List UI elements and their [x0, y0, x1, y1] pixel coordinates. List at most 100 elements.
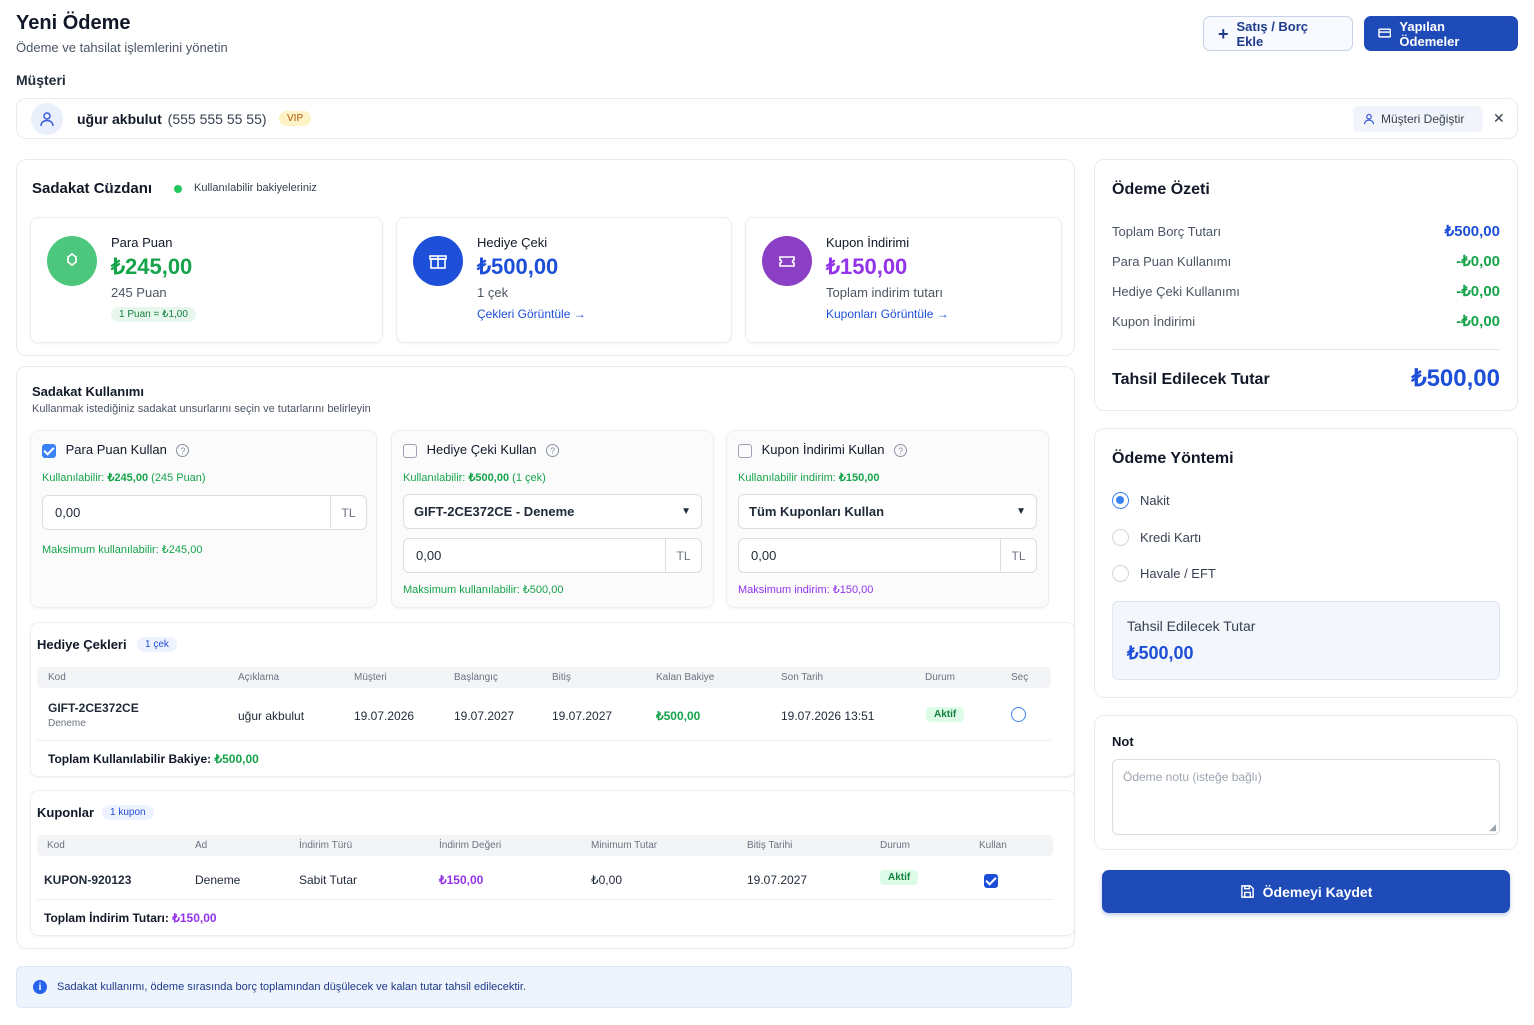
- radio-label[interactable]: Nakit: [1140, 493, 1170, 508]
- add-sale-label: Satış / Borç Ekle: [1236, 18, 1309, 49]
- gift-select[interactable]: GIFT-2CE372CE - Deneme ▼: [403, 494, 702, 529]
- loyalty-usage-card: Sadakat Kullanımı Kullanmak istediğiniz …: [16, 366, 1075, 949]
- gift-start: 19.07.2026: [354, 709, 415, 723]
- coupon-code: KUPON-920123: [44, 873, 132, 887]
- coupon-available-value: ₺150,00: [838, 472, 880, 484]
- summary-row-label: Toplam Borç Tutarı: [1112, 224, 1222, 239]
- usage-title: Sadakat Kullanımı: [32, 384, 144, 399]
- amount-due-label: Tahsil Edilecek Tutar: [1127, 618, 1256, 634]
- gift-end: 19.07.2027: [552, 709, 613, 723]
- summary-title: Ödeme Özeti: [1112, 181, 1210, 198]
- note-card: Not Ödeme notu (isteğe bağlı) ◢: [1094, 715, 1518, 850]
- summary-row-value: -₺0,00: [1456, 283, 1500, 300]
- coupon-count-badge: 1 kupon: [102, 805, 154, 820]
- change-customer-label: Müşteri Değiştir: [1381, 112, 1465, 126]
- resize-handle-icon[interactable]: ◢: [1489, 822, 1496, 832]
- save-icon: [1240, 885, 1254, 898]
- help-icon[interactable]: ?: [546, 444, 560, 458]
- save-payment-label: Ödemeyi Kaydet: [1262, 883, 1373, 900]
- piggy-icon: [47, 236, 97, 286]
- coupon-checkbox[interactable]: [738, 443, 752, 458]
- add-sale-button[interactable]: + Satış / Borç Ekle: [1203, 16, 1353, 51]
- points-max-text: Maksimum kullanılabilir: ₺245,00: [42, 544, 203, 556]
- payments-button[interactable]: Yapılan Ödemeler: [1364, 16, 1518, 51]
- customer-section-label: Müşteri: [16, 72, 66, 88]
- help-icon[interactable]: ?: [894, 444, 908, 458]
- coupon-amount-input[interactable]: 0,00 TL: [738, 538, 1037, 573]
- table-header: [37, 835, 1053, 856]
- summary-row-value: ₺500,00: [1444, 223, 1500, 240]
- coupon-max-text: Maksimum indirim: ₺150,00: [738, 584, 874, 596]
- payment-method-title: Ödeme Yöntemi: [1112, 450, 1234, 467]
- radio-label[interactable]: Havale / EFT: [1140, 566, 1216, 581]
- radio-label[interactable]: Kredi Kartı: [1140, 530, 1202, 545]
- column-header: Açıklama: [238, 672, 280, 683]
- coupon-input-unit: TL: [1000, 539, 1036, 572]
- wallet-status: Kullanılabilir bakiyeleriniz: [194, 182, 317, 194]
- gift-checkbox[interactable]: [403, 443, 417, 458]
- column-header: Bitiş Tarihi: [747, 840, 793, 851]
- points-amount-input[interactable]: 0,00 TL: [42, 495, 367, 530]
- info-text: Sadakat kullanımı, ödeme sırasında borç …: [57, 981, 526, 993]
- info-icon: i: [33, 980, 47, 994]
- gift-select-radio[interactable]: [1011, 707, 1026, 722]
- radio-credit-card[interactable]: [1112, 529, 1129, 546]
- points-input-unit: TL: [330, 496, 366, 529]
- gift-available-extra: (1 çek): [512, 472, 546, 484]
- chevron-down-icon: ▼: [1016, 506, 1026, 517]
- coupon-use-checkbox[interactable]: [984, 873, 998, 888]
- gift-total-value: ₺500,00: [214, 752, 259, 766]
- vip-badge: VIP: [279, 111, 312, 126]
- note-placeholder: Ödeme notu (isteğe bağlı): [1123, 770, 1262, 784]
- gift-total-label: Toplam Kullanılabilir Bakiye:: [48, 752, 212, 766]
- column-header: Durum: [925, 672, 956, 683]
- points-available-value: ₺245,00: [107, 472, 149, 484]
- coupon-card: Kupon İndirimi ₺150,00 Toplam indirim tu…: [745, 217, 1062, 343]
- coupon-amount: ₺150,00: [826, 254, 908, 279]
- summary-row-value: -₺0,00: [1456, 313, 1500, 330]
- wallet-title: Sadakat Cüzdanı: [32, 180, 153, 197]
- points-checkbox[interactable]: [42, 443, 56, 458]
- payments-label: Yapılan Ödemeler: [1399, 18, 1460, 49]
- points-available-label: Kullanılabilir:: [42, 472, 105, 484]
- points-input-value: 0,00: [55, 505, 81, 520]
- summary-total-value: ₺500,00: [1411, 365, 1500, 392]
- view-coupons-link[interactable]: Kuponları Görüntüle →: [826, 307, 949, 321]
- status-badge: Aktif: [880, 870, 919, 885]
- radio-cash[interactable]: [1112, 492, 1129, 509]
- note-textarea[interactable]: Ödeme notu (isteğe bağlı) ◢: [1112, 759, 1500, 835]
- coupons-table: Kuponlar 1 kupon Kod Ad İndirim Türü İnd…: [30, 790, 1075, 936]
- loyalty-wallet-card: Sadakat Cüzdanı Kullanılabilir bakiyeler…: [16, 159, 1075, 356]
- radio-transfer[interactable]: [1112, 565, 1129, 582]
- coupon-sub: Toplam indirim tutarı: [826, 285, 944, 300]
- column-header: Kullan: [979, 840, 1007, 851]
- column-header: Başlangıç: [454, 672, 498, 683]
- coupon-select[interactable]: Tüm Kuponları Kullan ▼: [738, 494, 1037, 529]
- column-header: Kalan Bakiye: [656, 672, 715, 683]
- note-label: Not: [1112, 734, 1134, 749]
- plus-icon: +: [1218, 23, 1229, 44]
- view-gifts-link[interactable]: Çekleri Görüntüle →: [477, 307, 586, 321]
- close-icon[interactable]: ✕: [1493, 110, 1505, 126]
- gift-icon: [413, 236, 463, 286]
- save-payment-button[interactable]: Ödemeyi Kaydet: [1102, 870, 1510, 913]
- column-header: Durum: [880, 840, 911, 851]
- help-icon[interactable]: ?: [176, 444, 190, 458]
- payment-summary-card: Ödeme Özeti Toplam Borç Tutarı ₺500,00 P…: [1094, 159, 1518, 411]
- points-card: Para Puan ₺245,00 245 Puan 1 Puan = ₺1,0…: [30, 217, 383, 343]
- coupon-type: Sabit Tutar: [299, 873, 358, 887]
- customer-phone: (555 555 55 55): [167, 111, 267, 127]
- column-header: Son Tarih: [781, 672, 824, 683]
- column-header: İndirim Değeri: [439, 840, 502, 851]
- gift-code-sub: Deneme: [48, 718, 86, 729]
- change-customer-button[interactable]: Müşteri Değiştir: [1353, 106, 1483, 132]
- points-available-extra: (245 Puan): [151, 472, 206, 484]
- coupon-available-label: Kullanılabilir indirim:: [738, 472, 836, 484]
- gift-input-value: 0,00: [416, 548, 442, 563]
- gift-amount-input[interactable]: 0,00 TL: [403, 538, 702, 573]
- summary-row-label: Hediye Çeki Kullanımı: [1112, 284, 1240, 299]
- chevron-down-icon: ▼: [681, 506, 691, 517]
- gift-table-title: Hediye Çekleri: [37, 637, 127, 652]
- points-rate-badge: 1 Puan = ₺1,00: [111, 307, 196, 322]
- gift-select-value: GIFT-2CE372CE - Deneme: [414, 504, 575, 519]
